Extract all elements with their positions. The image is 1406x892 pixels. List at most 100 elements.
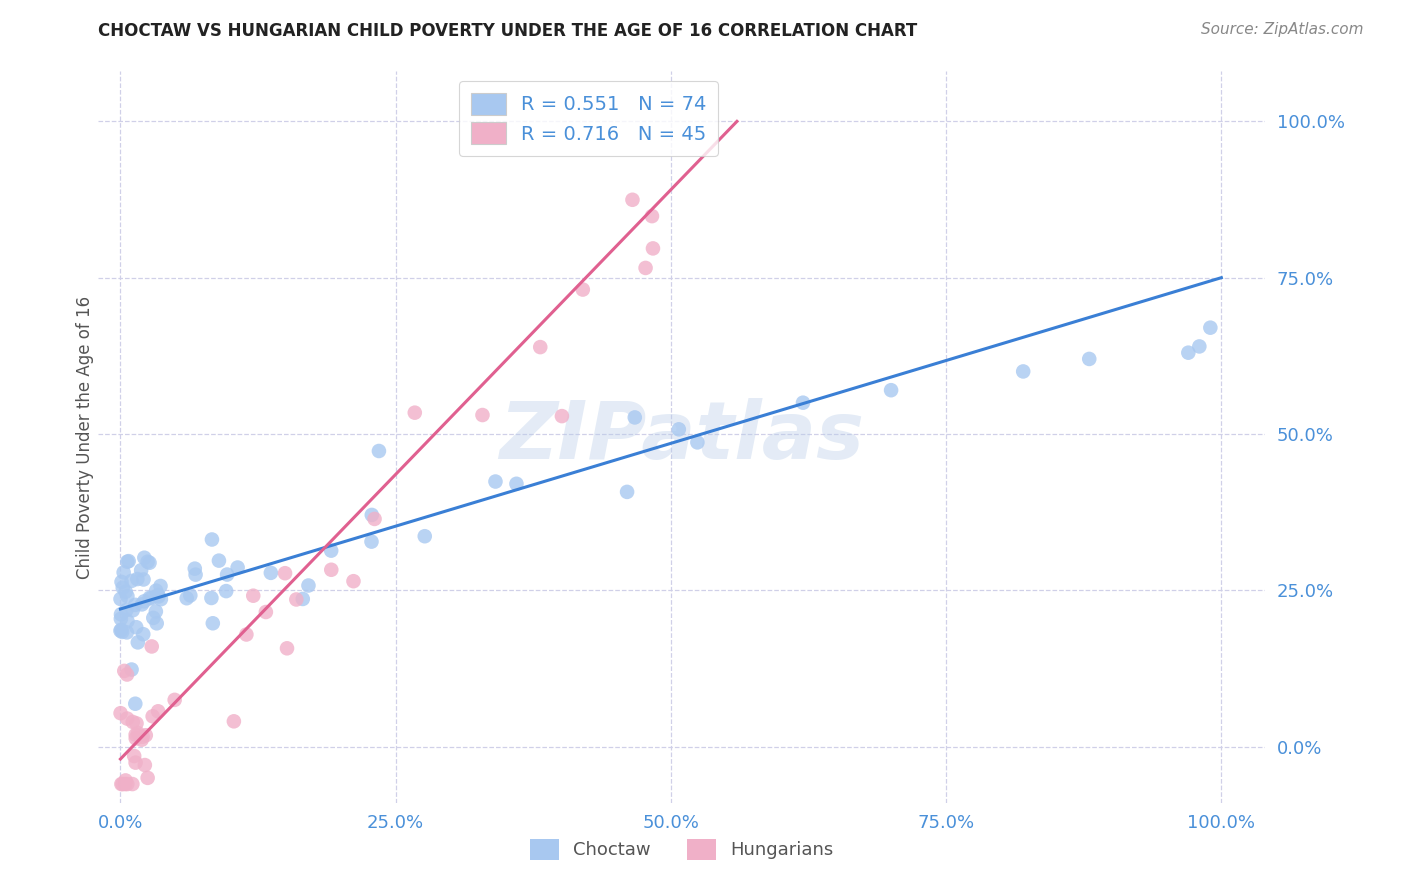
Point <box>149 579 172 593</box>
Point <box>176 591 198 606</box>
Point <box>115 625 138 640</box>
Point <box>110 592 132 607</box>
Point <box>235 627 257 641</box>
Point <box>125 716 148 731</box>
Point <box>118 554 141 568</box>
Point <box>146 704 169 718</box>
Point <box>404 406 426 420</box>
Point <box>127 726 149 740</box>
Point <box>112 566 135 580</box>
Point <box>200 591 222 605</box>
Point <box>616 484 638 499</box>
Point <box>641 241 664 255</box>
Point <box>124 598 146 612</box>
Point <box>121 603 143 617</box>
Point <box>242 589 264 603</box>
Point <box>121 574 143 588</box>
Point <box>134 550 156 565</box>
Point <box>111 777 134 791</box>
Point <box>254 605 277 619</box>
Point <box>142 709 165 723</box>
Point <box>121 777 143 791</box>
Point <box>321 563 343 577</box>
Point <box>125 731 148 746</box>
Point <box>1188 339 1211 353</box>
Point <box>363 512 385 526</box>
Point <box>110 624 132 638</box>
Point <box>297 578 319 592</box>
Point <box>139 591 162 606</box>
Y-axis label: Child Poverty Under the Age of 16: Child Poverty Under the Age of 16 <box>76 295 94 579</box>
Point <box>117 777 139 791</box>
Point <box>529 340 551 354</box>
Point <box>145 604 167 618</box>
Point <box>125 620 148 634</box>
Point <box>291 591 314 606</box>
Point <box>112 664 135 678</box>
Point <box>1078 351 1101 366</box>
Point <box>115 603 138 617</box>
Point <box>274 566 297 581</box>
Point <box>122 749 145 764</box>
Point <box>572 283 595 297</box>
Point <box>360 508 382 522</box>
Point <box>129 563 152 577</box>
Point <box>131 598 153 612</box>
Point <box>184 567 207 582</box>
Point <box>360 534 382 549</box>
Point <box>110 777 132 791</box>
Point <box>121 714 143 729</box>
Point <box>145 616 167 631</box>
Point <box>141 640 163 654</box>
Point <box>148 588 170 602</box>
Point <box>117 589 139 603</box>
Point <box>179 588 201 602</box>
Point <box>136 771 159 785</box>
Point <box>121 663 143 677</box>
Point <box>880 383 903 397</box>
Point <box>114 777 136 791</box>
Point <box>127 572 149 586</box>
Text: Source: ZipAtlas.com: Source: ZipAtlas.com <box>1201 22 1364 37</box>
Point <box>132 627 155 641</box>
Point <box>217 567 239 582</box>
Point <box>260 566 283 580</box>
Point <box>138 556 160 570</box>
Point <box>471 408 494 422</box>
Text: CHOCTAW VS HUNGARIAN CHILD POVERTY UNDER THE AGE OF 16 CORRELATION CHART: CHOCTAW VS HUNGARIAN CHILD POVERTY UNDER… <box>98 22 918 40</box>
Point <box>623 410 645 425</box>
Point <box>201 533 224 547</box>
Point <box>131 730 153 744</box>
Point <box>110 607 132 622</box>
Point <box>124 728 146 742</box>
Point <box>115 712 138 726</box>
Point <box>114 584 136 599</box>
Point <box>201 616 224 631</box>
Point <box>222 714 245 729</box>
Point <box>413 529 436 543</box>
Point <box>551 409 574 423</box>
Point <box>114 773 136 788</box>
Point <box>134 758 156 772</box>
Point <box>110 706 132 721</box>
Point <box>163 693 186 707</box>
Point <box>135 728 157 742</box>
Point <box>621 193 644 207</box>
Point <box>138 591 160 605</box>
Point <box>124 697 146 711</box>
Point <box>111 624 134 639</box>
Point <box>208 554 231 568</box>
Point <box>634 260 657 275</box>
Point <box>145 583 167 598</box>
Legend: Choctaw, Hungarians: Choctaw, Hungarians <box>523 831 841 867</box>
Point <box>110 574 132 589</box>
Point <box>686 435 709 450</box>
Point <box>110 612 132 626</box>
Point <box>148 590 170 604</box>
Point <box>641 209 664 223</box>
Point <box>285 592 308 607</box>
Point <box>117 614 139 628</box>
Point <box>1199 320 1222 334</box>
Point <box>321 543 343 558</box>
Point <box>142 611 165 625</box>
